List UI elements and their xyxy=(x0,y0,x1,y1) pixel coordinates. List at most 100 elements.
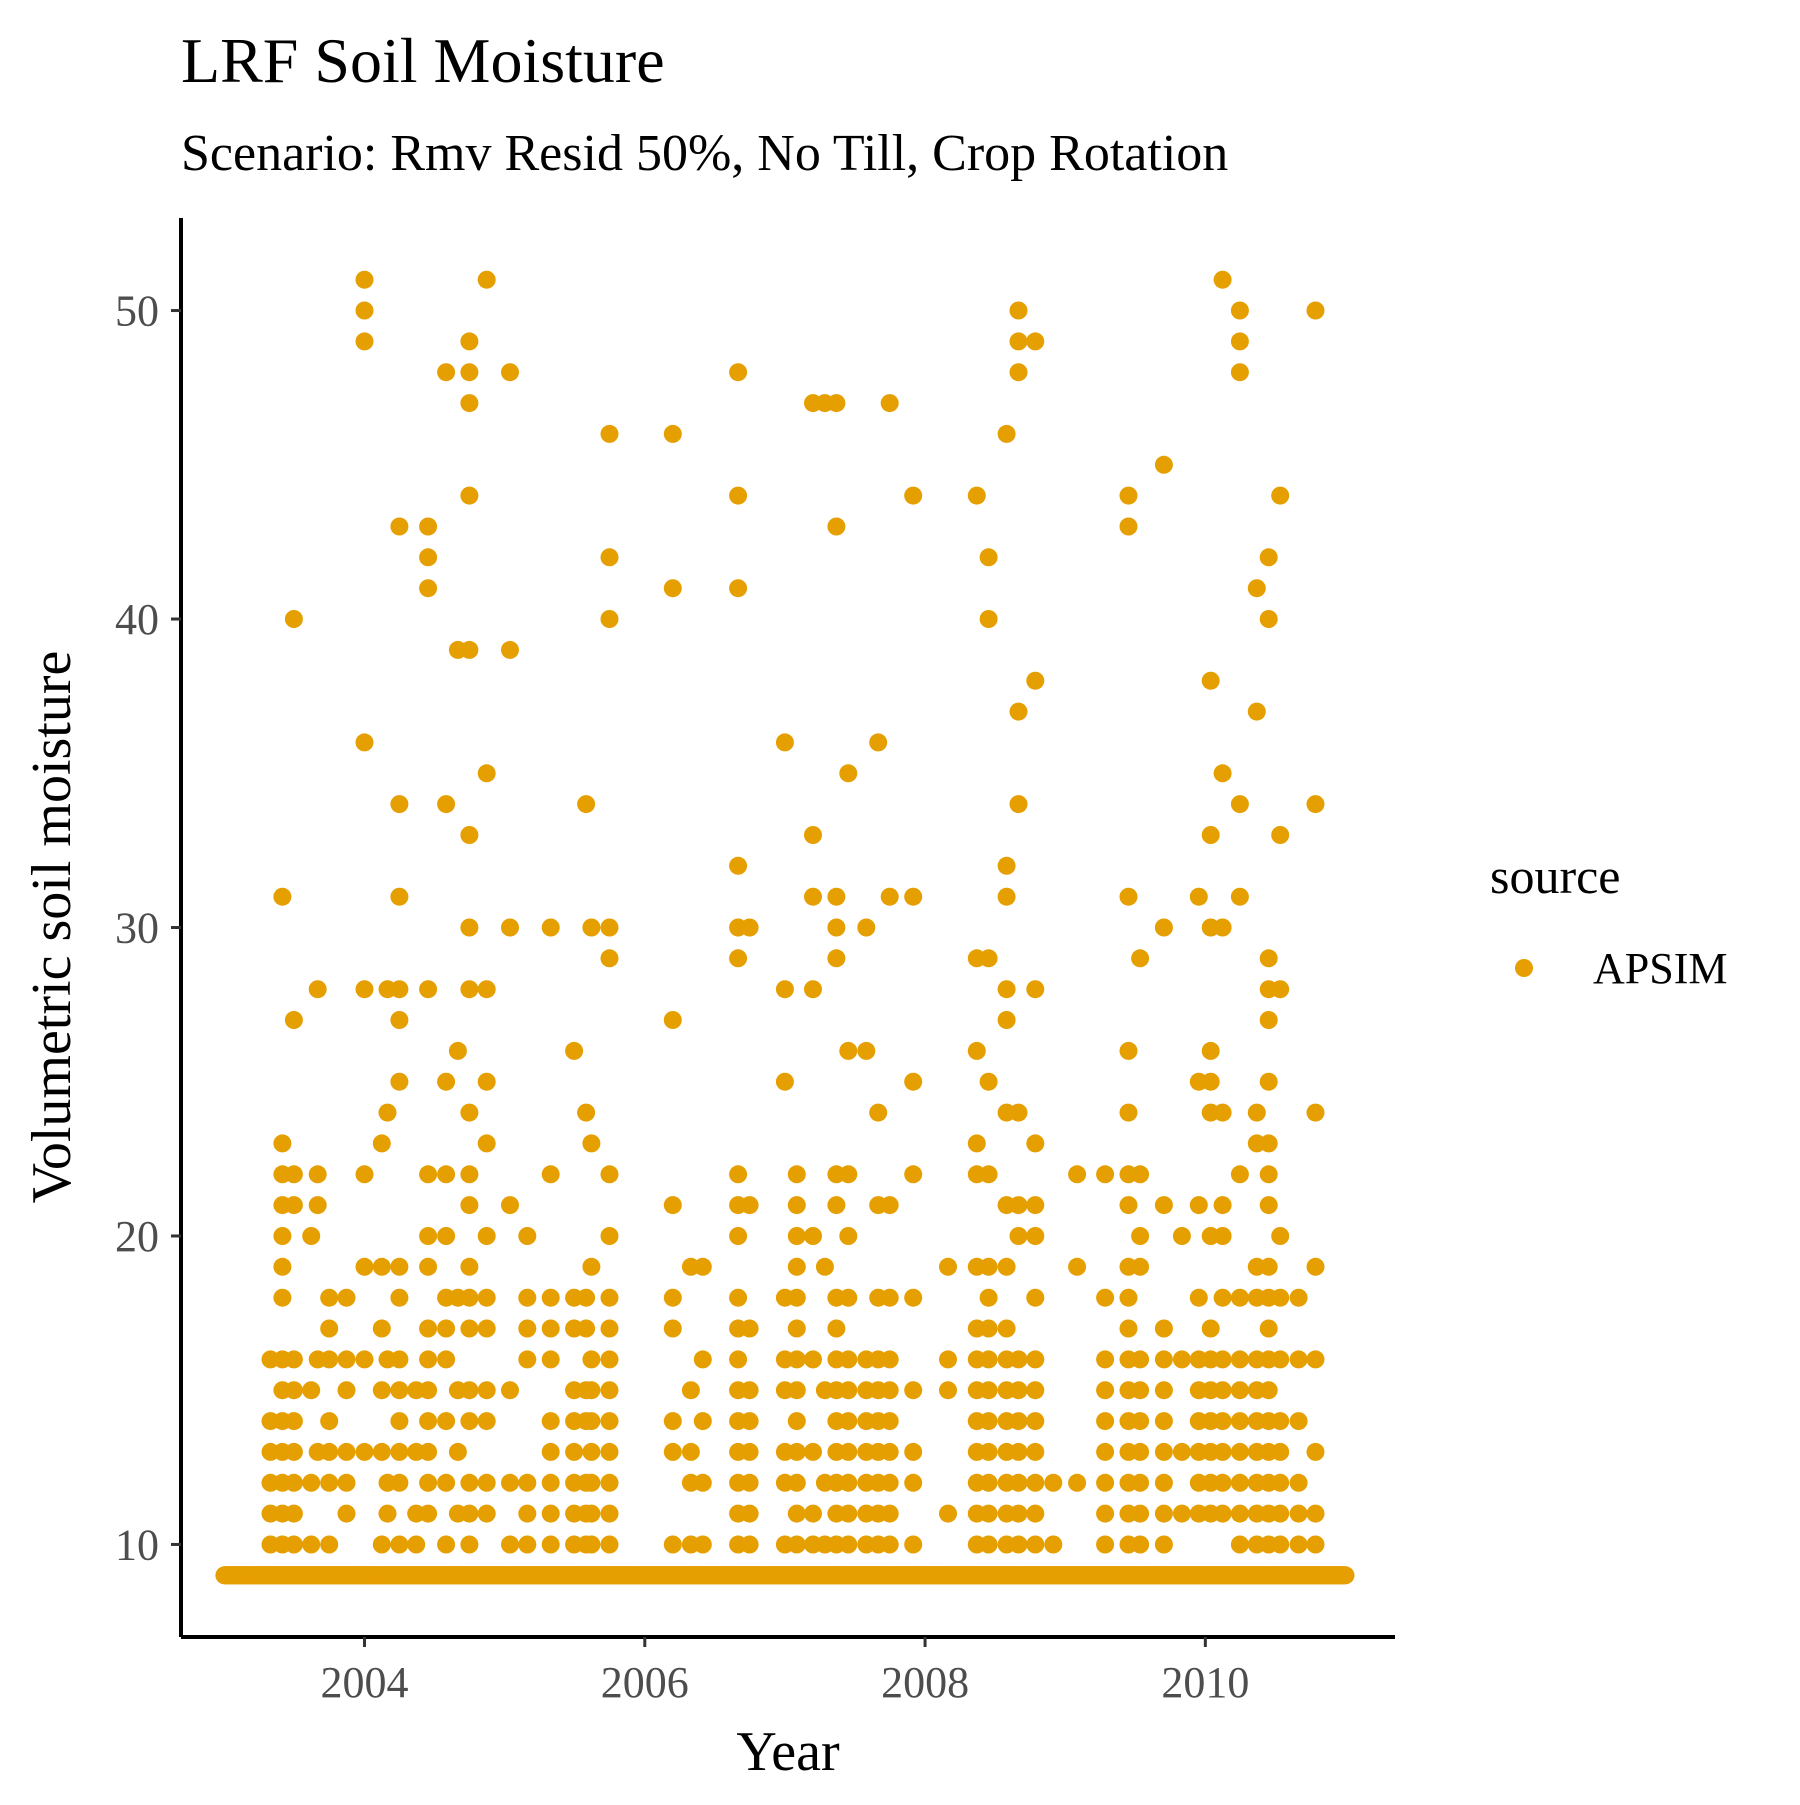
data-point xyxy=(284,610,303,628)
data-point xyxy=(355,270,374,289)
data-point xyxy=(1230,1412,1249,1431)
data-point xyxy=(1259,548,1278,567)
data-point xyxy=(1213,270,1232,289)
data-point xyxy=(880,1196,899,1215)
data-point xyxy=(979,1412,998,1431)
data-point xyxy=(372,1535,391,1554)
data-point xyxy=(1026,332,1045,351)
data-point xyxy=(1213,918,1232,937)
data-point xyxy=(1009,1103,1028,1122)
data-point xyxy=(419,1381,438,1400)
data-point xyxy=(355,1165,374,1184)
data-point xyxy=(1096,1473,1115,1492)
data-point xyxy=(518,1288,537,1307)
data-point xyxy=(880,887,899,906)
data-point xyxy=(477,1072,496,1091)
data-point xyxy=(787,1412,806,1431)
data-point xyxy=(1154,1412,1173,1431)
data-point xyxy=(582,1442,601,1461)
data-point xyxy=(839,1504,858,1523)
data-point xyxy=(775,1072,794,1091)
chart-subtitle: Scenario: Rmv Resid 50%, No Till, Crop R… xyxy=(181,125,1228,182)
data-point xyxy=(600,1412,619,1431)
data-point xyxy=(1259,1072,1278,1091)
data-point xyxy=(460,1257,479,1276)
data-point xyxy=(284,1473,303,1492)
data-point xyxy=(1259,1134,1278,1153)
data-point xyxy=(839,1473,858,1492)
data-point xyxy=(501,363,519,382)
data-point xyxy=(1026,980,1045,999)
data-point xyxy=(979,1072,998,1091)
data-point xyxy=(1009,332,1028,351)
data-point xyxy=(518,1350,537,1369)
data-point xyxy=(1131,1412,1150,1431)
data-point xyxy=(1259,949,1278,968)
data-point xyxy=(407,1535,426,1554)
data-point xyxy=(1213,1350,1232,1369)
data-point xyxy=(501,1535,519,1554)
data-point xyxy=(979,548,998,567)
data-point xyxy=(320,1412,339,1431)
data-point xyxy=(1154,1504,1173,1523)
legend-label-apsim: APSIM xyxy=(1593,944,1728,993)
data-point xyxy=(827,517,846,536)
data-point xyxy=(437,1319,456,1338)
data-point xyxy=(1306,1442,1325,1461)
data-point xyxy=(308,1196,327,1215)
data-point xyxy=(273,1257,292,1276)
data-point xyxy=(582,1473,601,1492)
data-point xyxy=(804,826,822,844)
data-point xyxy=(1154,1442,1173,1461)
data-point xyxy=(997,980,1016,999)
data-point xyxy=(1213,1381,1232,1400)
data-point xyxy=(1026,1134,1045,1153)
data-point xyxy=(600,1288,619,1307)
data-point xyxy=(857,1041,876,1060)
data-point xyxy=(437,363,456,382)
data-point xyxy=(1154,1535,1173,1554)
data-point xyxy=(419,1504,438,1523)
data-point xyxy=(518,1535,537,1554)
data-point xyxy=(1154,1350,1173,1369)
data-point xyxy=(880,1381,899,1400)
data-point xyxy=(787,1165,806,1184)
y-tick-label: 20 xyxy=(115,1212,159,1261)
data-point xyxy=(390,1350,409,1369)
data-point xyxy=(284,1350,303,1369)
data-point xyxy=(372,1381,391,1400)
data-point xyxy=(1213,1103,1232,1122)
data-point xyxy=(880,1350,899,1369)
data-point xyxy=(541,1165,560,1184)
data-point xyxy=(419,548,438,567)
data-point xyxy=(740,1196,759,1215)
data-point xyxy=(1306,1103,1325,1122)
data-point xyxy=(1271,826,1290,844)
data-point xyxy=(600,1319,619,1338)
data-point xyxy=(302,1535,321,1554)
data-point xyxy=(1009,1442,1028,1461)
data-point xyxy=(460,1288,479,1307)
data-point xyxy=(1189,887,1208,906)
data-point xyxy=(477,1227,496,1245)
data-point xyxy=(419,1165,438,1184)
x-tick-label: 2006 xyxy=(601,1658,689,1707)
data-point xyxy=(518,1319,537,1338)
data-point xyxy=(355,980,374,999)
data-point xyxy=(460,1473,479,1492)
data-point xyxy=(1289,1350,1308,1369)
data-point xyxy=(729,1165,748,1184)
data-point xyxy=(1009,1473,1028,1492)
data-point xyxy=(787,1442,806,1461)
data-point xyxy=(827,1196,846,1215)
data-point xyxy=(477,270,496,289)
data-point xyxy=(582,1381,601,1400)
data-point xyxy=(1247,1103,1266,1122)
data-point xyxy=(787,1381,806,1400)
data-point xyxy=(1119,1196,1138,1215)
data-point xyxy=(582,1412,601,1431)
data-point xyxy=(477,1288,496,1307)
data-point xyxy=(1230,1442,1249,1461)
data-point xyxy=(904,1473,923,1492)
